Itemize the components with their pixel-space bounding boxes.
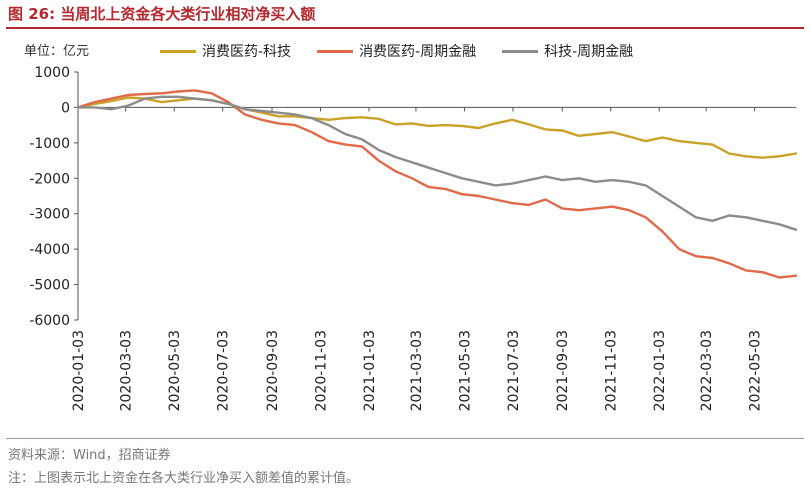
y-tick-label-1: 0: [61, 100, 70, 116]
chart-legend: 消费医药-科技 消费医药-周期金融 科技-周期金融: [160, 41, 659, 61]
x-tick-label-0: 2020-01-03: [71, 330, 87, 411]
x-tick-label-9: 2021-07-03: [506, 330, 522, 411]
y-tick-label-5: -4000: [29, 242, 70, 258]
legend-swatch-series-1: [160, 49, 196, 53]
line-chart: 10000-1000-2000-3000-4000-5000-60002020-…: [29, 65, 798, 411]
legend-swatch-series-3: [502, 49, 539, 53]
y-tick-label-6: -5000: [29, 278, 70, 294]
figure-title-text: 当周北上资金各大类行业相对净买入额: [60, 5, 316, 23]
x-tick-label-14: 2022-05-03: [748, 330, 764, 411]
x-tick-label-7: 2021-03-03: [409, 330, 425, 411]
figure-title: 图 26: 当周北上资金各大类行业相对净买入额: [8, 3, 315, 24]
x-tick-label-10: 2021-09-03: [555, 330, 571, 411]
legend-label-series-2: 消费医药-周期金融: [359, 44, 477, 60]
unit-label: 单位：亿元: [24, 44, 90, 59]
x-tick-label-5: 2020-11-03: [314, 330, 330, 411]
series-line-1: [76, 96, 798, 159]
x-tick-label-4: 2020-09-03: [265, 330, 281, 411]
title-divider: [6, 27, 804, 29]
y-tick-label-0: 1000: [34, 65, 70, 81]
legend-item-series-3: 科技-周期金融: [502, 41, 633, 61]
series-line-2: [76, 89, 798, 279]
legend-label-series-1: 消费医药-科技: [202, 44, 292, 60]
y-tick-label-3: -2000: [29, 171, 70, 187]
legend-swatch-series-2: [317, 49, 354, 53]
legend-item-series-2: 消费医药-周期金融: [317, 41, 476, 61]
figure-label: 图 26:: [8, 5, 56, 23]
x-tick-label-11: 2021-11-03: [604, 330, 620, 411]
y-tick-label-7: -6000: [29, 313, 70, 329]
x-tick-label-8: 2021-05-03: [457, 330, 473, 411]
x-tick-label-1: 2020-03-03: [119, 330, 135, 411]
series-line-3: [76, 95, 798, 231]
legend-label-series-3: 科技-周期金融: [544, 44, 634, 60]
source-text: 资料来源：Wind，招商证券: [8, 448, 171, 463]
x-tick-label-2: 2020-05-03: [167, 330, 183, 411]
y-tick-label-4: -3000: [29, 207, 70, 223]
x-tick-label-12: 2022-01-03: [652, 330, 668, 411]
x-tick-label-13: 2022-03-03: [699, 330, 715, 411]
footer-divider: [6, 438, 804, 439]
x-tick-label-6: 2021-01-03: [362, 330, 378, 411]
x-tick-label-3: 2020-07-03: [216, 330, 232, 411]
note-text: 注：上图表示北上资金在各大类行业净买入额差值的累计值。: [8, 471, 360, 486]
legend-item-series-1: 消费医药-科技: [160, 41, 291, 61]
y-tick-label-2: -1000: [29, 136, 70, 152]
